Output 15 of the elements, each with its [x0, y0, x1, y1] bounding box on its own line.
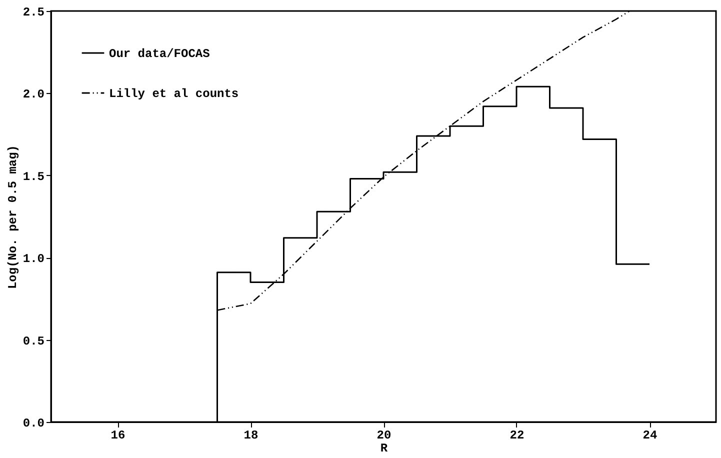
y-tick-label: 1.0 — [22, 252, 44, 266]
y-tick-label: 2.0 — [22, 88, 44, 102]
x-tick-label: 20 — [376, 428, 392, 442]
x-tick-label: 22 — [510, 428, 524, 442]
y-tick-label: 2.5 — [22, 6, 44, 20]
x-tick-label: 18 — [244, 428, 258, 442]
legend-label: Lilly et al counts — [109, 87, 239, 101]
x-tick-label: 16 — [110, 428, 126, 442]
x-axis-title: R — [380, 442, 388, 456]
y-tick-label: 0.0 — [22, 416, 44, 430]
legend-label: Our data/FOCAS — [109, 47, 210, 61]
y-axis-title: Log(No. per 0.5 mag) — [6, 144, 20, 290]
x-tick-label: 24 — [642, 428, 658, 442]
y-tick-label: 1.5 — [22, 170, 44, 184]
y-tick-label: 0.5 — [22, 334, 44, 348]
